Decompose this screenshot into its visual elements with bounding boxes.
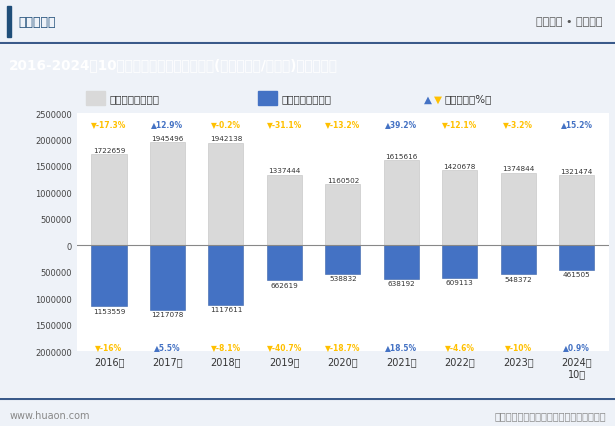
Bar	[7, 7, 11, 38]
Text: ▼-3.2%: ▼-3.2%	[503, 120, 533, 129]
Text: 华经情报网: 华经情报网	[18, 16, 56, 29]
Bar	[208, 246, 244, 305]
Text: 1337444: 1337444	[268, 168, 301, 174]
Text: ▲5.5%: ▲5.5%	[154, 343, 181, 351]
Text: 1217078: 1217078	[151, 311, 184, 317]
Text: ▼-0.2%: ▼-0.2%	[211, 120, 241, 129]
Text: ▼-8.1%: ▼-8.1%	[211, 343, 241, 351]
Bar	[501, 173, 536, 246]
Text: ▲39.2%: ▲39.2%	[385, 120, 418, 129]
Bar	[442, 246, 477, 278]
Bar	[442, 171, 477, 246]
Text: 专业严谨 • 客观科学: 专业严谨 • 客观科学	[536, 17, 603, 27]
Text: 1374844: 1374844	[502, 166, 534, 172]
Bar	[86, 92, 105, 106]
Bar	[258, 92, 277, 106]
Text: 609113: 609113	[446, 279, 474, 285]
Text: www.huaon.com: www.huaon.com	[9, 410, 90, 420]
Text: ▼: ▼	[434, 94, 442, 104]
Text: 1321474: 1321474	[560, 169, 593, 175]
Text: ▲15.2%: ▲15.2%	[561, 120, 593, 129]
Text: ▲: ▲	[424, 94, 432, 104]
Text: 进口额（万美元）: 进口额（万美元）	[282, 94, 331, 104]
Text: ▼-40.7%: ▼-40.7%	[267, 343, 302, 351]
Text: 数据来源：中国海关；华经产业研究院整理: 数据来源：中国海关；华经产业研究院整理	[494, 410, 606, 420]
Bar	[384, 161, 419, 246]
Text: 1615616: 1615616	[385, 153, 418, 159]
Bar	[384, 246, 419, 279]
Text: ▼-4.6%: ▼-4.6%	[445, 343, 475, 351]
Text: 548372: 548372	[504, 276, 532, 282]
Text: 1160502: 1160502	[327, 177, 359, 183]
Text: 538832: 538832	[329, 276, 357, 282]
Bar	[325, 184, 360, 246]
Bar	[150, 246, 185, 310]
Bar	[267, 175, 302, 246]
Bar	[92, 155, 127, 246]
Text: 2016-2024年10月惠州高新技术产业开发区(境内目的地/货源地)进、出口额: 2016-2024年10月惠州高新技术产业开发区(境内目的地/货源地)进、出口额	[9, 58, 338, 72]
Text: ▼-12.1%: ▼-12.1%	[442, 120, 477, 129]
Text: 同比增长（%）: 同比增长（%）	[444, 94, 491, 104]
Text: ▼-13.2%: ▼-13.2%	[325, 120, 360, 129]
Text: 1942138: 1942138	[210, 136, 242, 142]
Text: 1153559: 1153559	[93, 308, 125, 314]
Text: ▲12.9%: ▲12.9%	[151, 120, 183, 129]
Text: ▼-16%: ▼-16%	[95, 343, 122, 351]
Bar	[208, 143, 244, 246]
Bar	[92, 246, 127, 307]
Bar	[501, 246, 536, 275]
Text: ▼-10%: ▼-10%	[505, 343, 532, 351]
Bar	[267, 246, 302, 281]
Text: 662619: 662619	[271, 282, 298, 288]
Text: ▼-31.1%: ▼-31.1%	[267, 120, 302, 129]
Text: 1117611: 1117611	[210, 306, 242, 312]
Bar	[150, 143, 185, 246]
Bar	[559, 176, 594, 246]
Text: ▼-18.7%: ▼-18.7%	[325, 343, 360, 351]
Bar	[325, 246, 360, 274]
Text: 1722659: 1722659	[93, 147, 125, 153]
Text: 638192: 638192	[387, 281, 415, 287]
Text: 461505: 461505	[563, 271, 590, 277]
Text: ▼-17.3%: ▼-17.3%	[92, 120, 127, 129]
Text: 1420678: 1420678	[443, 164, 476, 170]
Text: 1945496: 1945496	[151, 136, 184, 142]
Text: 出口额（万美元）: 出口额（万美元）	[109, 94, 159, 104]
Text: ▲18.5%: ▲18.5%	[385, 343, 418, 351]
Bar	[559, 246, 594, 270]
Text: ▲0.9%: ▲0.9%	[563, 343, 590, 351]
